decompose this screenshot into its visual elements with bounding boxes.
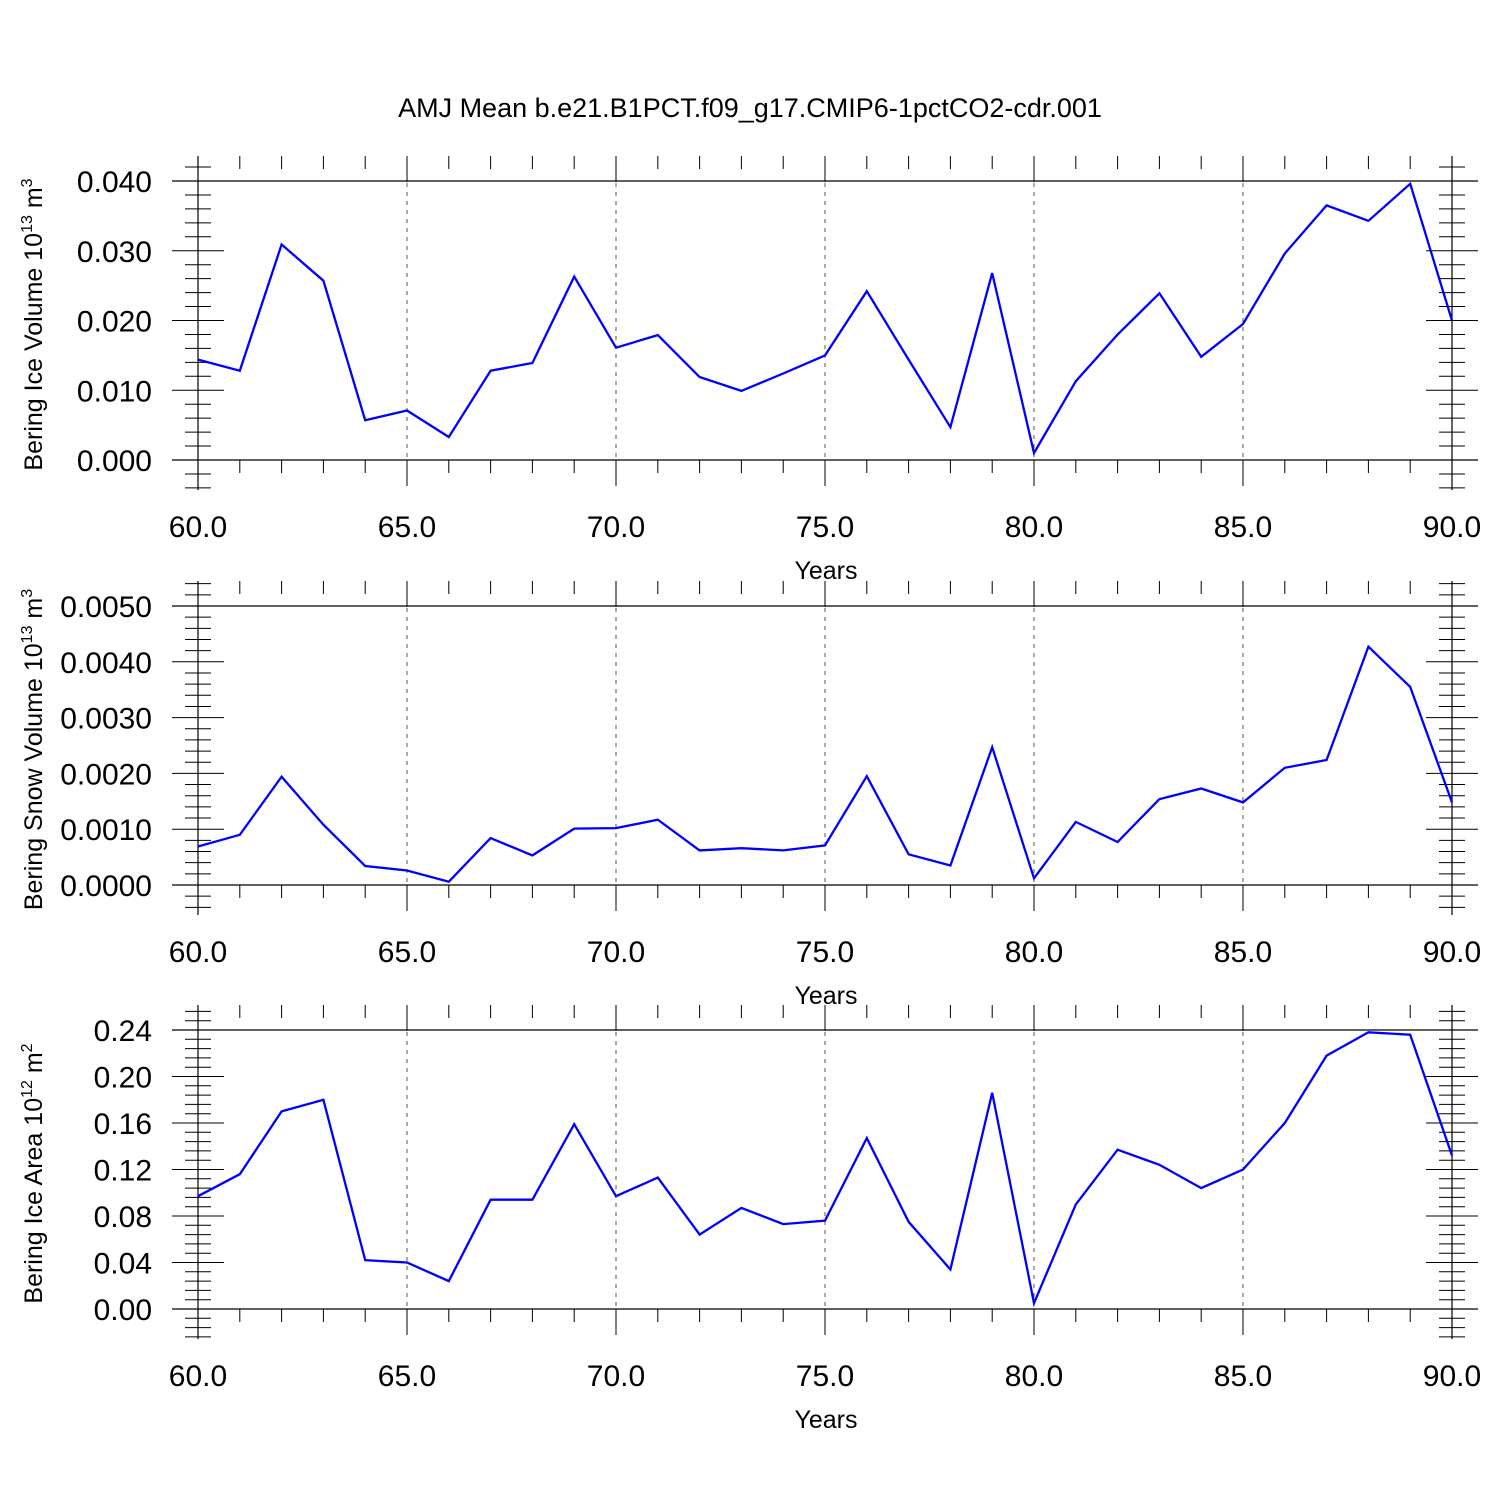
x-tick-label: 80.0 <box>1005 511 1063 544</box>
y-tick-label: 0.0030 <box>60 703 152 736</box>
series-line-1 <box>197 644 1454 883</box>
y-axis-label-superscript: 13 <box>19 215 36 233</box>
y-tick-label: 0.0020 <box>60 758 152 791</box>
y-axis-label-text: m <box>20 187 48 215</box>
x-axis-label: Years <box>794 1406 857 1434</box>
x-tick-label: 65.0 <box>378 936 436 969</box>
x-tick-label: 60.0 <box>169 1360 227 1393</box>
y-axis-label-superscript: 13 <box>19 625 36 643</box>
y-axis-label-text: m <box>20 1052 48 1080</box>
y-tick-label: 0.0000 <box>60 870 152 903</box>
y-tick-label: 0.16 <box>94 1108 152 1141</box>
y-tick-label: 0.030 <box>77 236 152 269</box>
x-tick-label: 70.0 <box>587 1360 645 1393</box>
y-axis-label-text: Bering Snow Volume 10 <box>20 643 48 910</box>
y-axis-label: Bering Snow Volume 1013 m3 <box>19 589 48 910</box>
x-tick-label: 85.0 <box>1214 936 1272 969</box>
y-axis-label-text: m <box>20 598 48 626</box>
panel-3: 0.00 0.04 0.08 0.12 0.16 0.20 0.24 60.0 65.0 70.0… <box>19 1005 1481 1434</box>
y-axis-label-text: Bering Ice Area 10 <box>20 1098 48 1304</box>
y-tick-label: 0.000 <box>77 445 152 478</box>
chart-title: AMJ Mean b.e21.B1PCT.f09_g17.CMIP6-1pctC… <box>398 93 1102 123</box>
y-tick-label: 0.0040 <box>60 647 152 680</box>
series-line-1 <box>197 181 1454 457</box>
y-axis-label-superscript: 2 <box>19 1043 36 1052</box>
x-tick-label: 90.0 <box>1423 936 1481 969</box>
y-axis-label-superscript: 3 <box>19 178 36 187</box>
y-tick-label: 0.040 <box>77 166 152 199</box>
y-tick-label: 0.0010 <box>60 814 152 847</box>
x-tick-label: 70.0 <box>587 936 645 969</box>
x-tick-label: 85.0 <box>1214 1360 1272 1393</box>
x-axis-label: Years <box>794 982 857 1010</box>
x-tick-label: 85.0 <box>1214 511 1272 544</box>
x-tick-label: 65.0 <box>378 1360 436 1393</box>
y-axis-label-superscript: 3 <box>19 589 36 598</box>
x-axis-label: Years <box>794 557 857 585</box>
x-tick-label: 75.0 <box>796 936 854 969</box>
x-tick-label: 75.0 <box>796 511 854 544</box>
y-tick-label: 0.0050 <box>60 591 152 624</box>
x-tick-label: 60.0 <box>169 936 227 969</box>
y-axis-label: Bering Ice Area 1012 m2 <box>19 1043 48 1303</box>
x-tick-label: 90.0 <box>1423 511 1481 544</box>
panel-1: 0.000 0.010 0.020 0.030 0.040 60.0 65.0 70.0 75.… <box>19 156 1481 585</box>
x-tick-label: 70.0 <box>587 511 645 544</box>
y-tick-label: 0.24 <box>94 1015 152 1048</box>
x-tick-label: 80.0 <box>1005 1360 1063 1393</box>
y-tick-label: 0.04 <box>94 1248 152 1281</box>
y-tick-label: 0.12 <box>94 1155 152 1188</box>
panels: 0.000 0.010 0.020 0.030 0.040 60.0 65.0 70.0 75.… <box>19 156 1481 1434</box>
x-tick-label: 60.0 <box>169 511 227 544</box>
y-tick-label: 0.020 <box>77 306 152 339</box>
y-tick-label: 0.010 <box>77 375 152 408</box>
y-axis-label-text: Bering Ice Volume 10 <box>20 233 48 471</box>
y-tick-label: 0.08 <box>94 1201 152 1234</box>
x-tick-label: 75.0 <box>796 1360 854 1393</box>
y-tick-label: 0.20 <box>94 1062 152 1095</box>
panel-2: 0.0000 0.0010 0.0020 0.0030 0.0040 0.0050 60.0… <box>19 581 1481 1010</box>
y-axis-label: Bering Ice Volume 1013 m3 <box>19 178 48 470</box>
x-tick-label: 80.0 <box>1005 936 1063 969</box>
x-tick-label: 65.0 <box>378 511 436 544</box>
x-tick-label: 90.0 <box>1423 1360 1481 1393</box>
y-tick-label: 0.00 <box>94 1294 152 1327</box>
series-line-1 <box>197 1031 1454 1308</box>
y-axis-label-superscript: 12 <box>19 1080 36 1098</box>
